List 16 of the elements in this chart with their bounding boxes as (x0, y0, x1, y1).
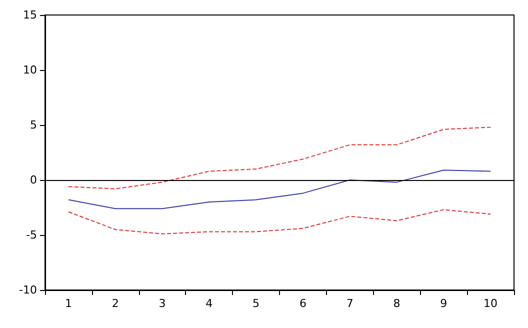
y-tick-label: 15 (23, 8, 37, 22)
x-tick-label: 3 (158, 297, 166, 310)
x-tick-label: 9 (440, 297, 448, 310)
x-tick-label: 2 (112, 297, 119, 310)
x-tick-label: 4 (206, 297, 213, 310)
y-tick-label: 10 (23, 64, 37, 76)
x-tick-label: 10 (484, 297, 498, 310)
y-tick-label: 5 (30, 118, 37, 132)
y-tick-label: -10 (19, 284, 37, 296)
x-tick-label: 5 (252, 297, 260, 310)
y-tick-label: 0 (30, 174, 37, 186)
y-tick-label: -5 (26, 228, 37, 242)
x-tick-label: 8 (393, 297, 400, 310)
x-tick-label: 7 (346, 297, 354, 310)
x-tick-label: 1 (64, 297, 72, 310)
x-tick-label: 6 (299, 297, 306, 310)
